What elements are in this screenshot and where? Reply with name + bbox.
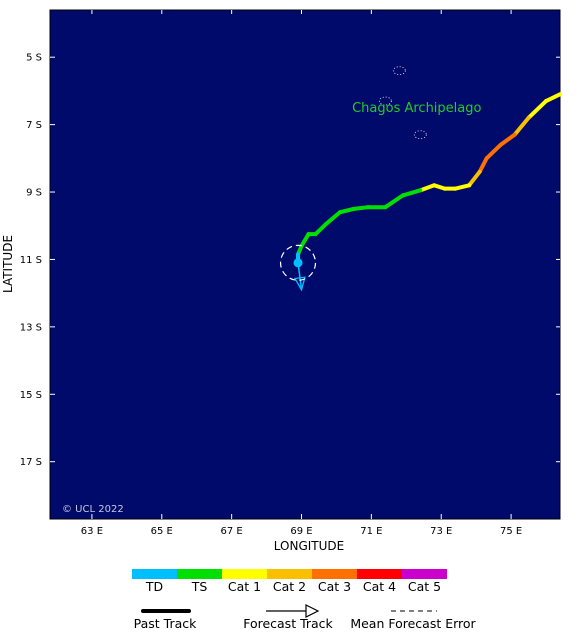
legend-swatch-td [132,569,177,579]
lon-tick-label: 69 E [290,526,312,537]
lat-tick-label: 7 S [26,120,42,131]
legend-swatch-cat-3 [312,569,357,579]
error-label: Mean Forecast Error [350,616,476,631]
track-segment [526,99,549,120]
lat-tick-label: 9 S [26,188,42,199]
legend-category-label: Cat 3 [318,579,351,594]
lon-tick-label: 71 E [360,526,382,537]
legend-category-label: Cat 1 [228,579,261,594]
category-legend: TD TS Cat 1 Cat 2 Cat 3 Cat 4 Cat 5 [132,569,447,594]
legend-swatch-ts [177,569,222,579]
legend-category-label: Cat 5 [408,579,441,594]
forecast-track [279,244,317,292]
lat-tick-label: 13 S [20,322,42,333]
legend-category-label: Cat 4 [363,579,396,594]
y-axis-title: LATITUDE [1,235,15,293]
legend-swatch-cat-2 [267,569,312,579]
track-segment [337,206,356,215]
track-segment [498,132,517,147]
legend-swatch-cat-1 [222,569,267,579]
lat-tick-label: 11 S [20,255,42,266]
lon-tick-label: 63 E [81,526,103,537]
forecast-arrow-icon [293,276,306,292]
forecast-track-label: Forecast Track [243,616,333,631]
ocean-area [49,9,561,520]
legend-category-label: TD [145,579,163,594]
track-segment [477,156,489,174]
lon-tick-label: 67 E [221,526,243,537]
place-labels: Chagos Archipelago [352,101,481,116]
forecast-error-circle [279,244,317,281]
island-shape [392,66,406,76]
lat-tick-label: 15 S [20,390,42,401]
current-position-marker [293,258,303,268]
island-shape [413,130,427,140]
track-segment [299,232,311,248]
forecast-track-legend: Forecast Track [243,604,334,631]
legend-swatch-cat-4 [357,569,402,579]
past-track-legend: Past Track [134,609,197,631]
chagos-islands [378,66,427,140]
error-legend: Mean Forecast Error [350,610,477,631]
track-segment [467,169,482,188]
lat-tick-label: 5 S [26,53,42,64]
track-segment [484,142,503,161]
lon-tick-label: 73 E [430,526,452,537]
track-segment [400,188,423,198]
legend-category-label: TS [191,579,208,594]
legend-category-label: Cat 2 [273,579,306,594]
track-segment [323,210,342,227]
lat-tick-label: 17 S [20,457,42,468]
track-segment [453,183,472,191]
forecast-arrow-icon [305,604,320,618]
track-segment [383,193,405,210]
x-axis-title: LONGITUDE [274,539,344,553]
lon-tick-label: 75 E [500,526,522,537]
copyright-text: © UCL 2022 [62,504,124,515]
track-segment [351,205,370,211]
axis-ticks: 63 E 65 E 67 E 69 E 71 E 73 E 75 E 5 S 7 S 9 S 11 … [20,10,560,537]
track-segment [418,183,437,193]
track-segment [512,115,531,137]
track-segment [313,222,328,237]
lon-tick-label: 65 E [151,526,173,537]
past-track-label: Past Track [134,616,197,631]
legend-swatch-cat-5 [402,569,447,579]
track-segment [544,92,562,104]
island-shape [378,96,392,106]
place-label: Chagos Archipelago [352,101,481,116]
forecast-line [297,262,303,290]
past-track [296,92,562,265]
